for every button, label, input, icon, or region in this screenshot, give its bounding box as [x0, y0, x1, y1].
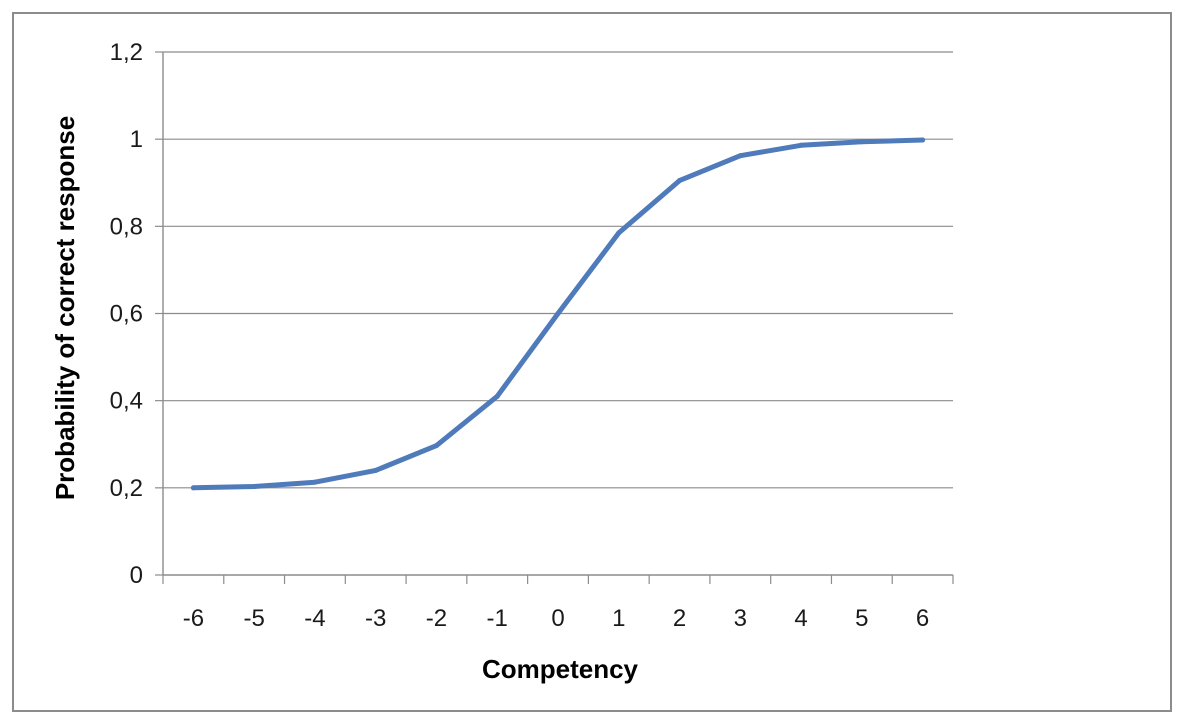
- x-tick-label: 1: [612, 605, 625, 632]
- x-tick-label: -1: [487, 605, 508, 632]
- data-point: [677, 178, 683, 184]
- x-tick-label: 4: [794, 605, 807, 632]
- x-tick-labels: -6 -5 -4 -3 -2 -1 0 1 2 3 4 5 6: [183, 605, 930, 632]
- y-tick-labels: 0 0,2 0,4 0,6 0,8 1 1,2: [110, 39, 143, 589]
- y-tick-label: 1,2: [110, 39, 143, 66]
- x-tick-label: -6: [183, 605, 204, 632]
- axes: [155, 51, 954, 584]
- x-tick-label: -2: [426, 605, 447, 632]
- data-point: [616, 230, 622, 236]
- y-tick-label: 0,6: [110, 301, 143, 328]
- chart-frame: [12, 12, 1172, 712]
- data-point: [555, 311, 561, 316]
- x-axis-title: Competency: [482, 654, 639, 684]
- y-tick-label: 0,8: [110, 213, 143, 240]
- x-tick-label: 5: [855, 605, 868, 632]
- data-point: [433, 443, 439, 449]
- data-point: [312, 479, 318, 485]
- data-point: [920, 137, 926, 143]
- x-tick-label: -4: [304, 605, 325, 632]
- y-tick-label: 0: [130, 562, 143, 589]
- data-point: [859, 139, 865, 145]
- data-point: [798, 142, 804, 148]
- y-tick-label: 1: [130, 126, 143, 153]
- x-tick-label: -3: [365, 605, 386, 632]
- y-axis-title: Probability of correct response: [50, 116, 80, 500]
- data-point: [190, 485, 196, 491]
- x-tick-label: 0: [551, 605, 564, 632]
- y-tick-label: 0,2: [110, 475, 143, 502]
- data-point: [373, 467, 379, 473]
- x-tick-label: 6: [916, 605, 929, 632]
- data-point: [251, 484, 257, 490]
- x-tick-label: 3: [734, 605, 747, 632]
- data-point: [737, 153, 743, 159]
- x-tick-label: -5: [243, 605, 264, 632]
- data-point: [494, 393, 500, 399]
- series-layer: [190, 137, 926, 491]
- x-tick-label: 2: [673, 605, 686, 632]
- y-tick-label: 0,4: [110, 388, 143, 415]
- gridlines: [163, 51, 953, 489]
